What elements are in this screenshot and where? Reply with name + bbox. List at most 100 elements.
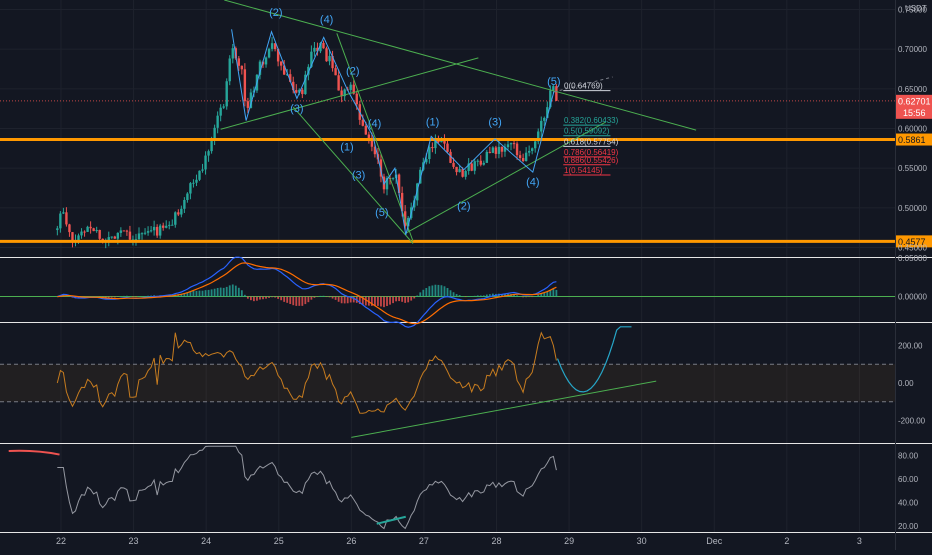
candle-up [140, 232, 144, 240]
candle-body [379, 159, 383, 177]
candle-body [180, 208, 183, 215]
candle-body [518, 155, 522, 159]
macd-histogram-bar [207, 289, 210, 297]
macd-histogram-bar [419, 292, 422, 297]
candle-up [228, 55, 231, 86]
macd-histogram-bar [485, 294, 488, 297]
candle-up [231, 43, 234, 64]
macd-histogram-bar [265, 296, 267, 299]
macd-histogram-bar [186, 292, 189, 297]
macd-histogram-bar [331, 296, 334, 299]
candle-body [68, 224, 71, 233]
last-price-label: 0.62701 [898, 96, 931, 106]
candle-down [518, 150, 522, 162]
candle-body [461, 169, 464, 177]
macd-histogram-bar [219, 287, 222, 297]
macd-histogram-bar [256, 296, 258, 301]
candle-body [258, 61, 262, 75]
candle-body [310, 51, 313, 67]
candle-body [349, 84, 352, 90]
macd-histogram-bar [180, 293, 183, 297]
price-tick-label: 0.70000 [898, 45, 927, 54]
rsi-tick-label: 80.00 [898, 452, 919, 461]
macd-tick-label: 0.05000 [898, 254, 927, 263]
macd-histogram-bar [543, 292, 546, 297]
time-scale: 22 23 24 25 26 27 28 29 30 Dec 2 3 [56, 536, 862, 546]
candle-body [497, 146, 501, 154]
candle-body [155, 226, 159, 236]
candle-up [349, 82, 352, 93]
candle-down [122, 230, 126, 232]
candle-body [494, 147, 498, 154]
candle-up [134, 233, 138, 246]
macd-histogram-bar [416, 295, 419, 297]
candle-up [458, 165, 461, 173]
candle-down [273, 43, 277, 52]
macd-histogram-bar [237, 287, 240, 297]
candle-up [491, 146, 495, 154]
rsi-divergence-bullish [376, 515, 406, 525]
macd-histogram-bar [295, 296, 298, 306]
macd-histogram-bar [334, 296, 337, 300]
fib-level-label: 0.5(0.59092) [564, 127, 610, 136]
macd-histogram-bar [110, 296, 113, 298]
candle-body [491, 147, 495, 153]
candle-up [192, 179, 195, 188]
macd-histogram-bar [361, 296, 364, 305]
candle-body [419, 169, 422, 184]
macd-histogram-bar [316, 296, 319, 298]
candle-up [534, 138, 537, 153]
macd-histogram-bar [104, 296, 107, 298]
macd-histogram-bar [410, 296, 413, 301]
candle-up [537, 128, 540, 145]
trendline [292, 106, 414, 244]
macd-histogram-bar [346, 296, 349, 304]
wave-label: (3) [488, 116, 501, 128]
candle-body [540, 120, 543, 132]
candle-body [512, 143, 516, 145]
price-tick-label: 0.55000 [898, 164, 927, 173]
candle-body [546, 107, 549, 118]
candle-body [107, 237, 110, 241]
wave-label: (5) [375, 207, 388, 219]
candle-body [304, 74, 307, 95]
candle-body [313, 47, 316, 52]
candle-up [213, 124, 216, 146]
candle-body [543, 117, 546, 121]
candle-body [146, 231, 150, 233]
macd-histogram-bar [250, 296, 252, 301]
candle-up [270, 37, 274, 52]
macd-histogram-bar [126, 295, 128, 297]
cci-line [56, 331, 557, 414]
candle-up [119, 227, 123, 237]
candle-body [431, 147, 434, 149]
price-tick-label: 0.75000 [898, 6, 927, 15]
macd-histogram-bar [540, 293, 543, 297]
macd-histogram-bar [428, 286, 431, 297]
candle-body [71, 232, 74, 242]
candle-body [385, 177, 389, 190]
macd-histogram-bar [422, 289, 425, 297]
wave-label: (4) [320, 14, 333, 26]
macd-histogram-bar [434, 284, 437, 297]
last-price-tag [896, 94, 932, 119]
macd-histogram-bar [407, 296, 410, 303]
cci-pane [0, 326, 895, 438]
currency-label: USDT [905, 4, 927, 13]
candle-up [165, 220, 168, 229]
macd-histogram-bar [476, 295, 479, 297]
macd-histogram-bar [201, 290, 204, 297]
macd-histogram-bar [531, 296, 534, 298]
macd-histogram-bar [147, 295, 149, 297]
candle-body [334, 68, 337, 76]
candle-body [552, 86, 555, 91]
candle-body [225, 81, 228, 107]
candle-body [515, 143, 519, 156]
candle-up [264, 56, 268, 68]
macd-histogram-bar [68, 296, 71, 297]
macd-histogram-bar [431, 285, 434, 297]
candle-body [373, 146, 377, 155]
candle-body [207, 151, 210, 156]
